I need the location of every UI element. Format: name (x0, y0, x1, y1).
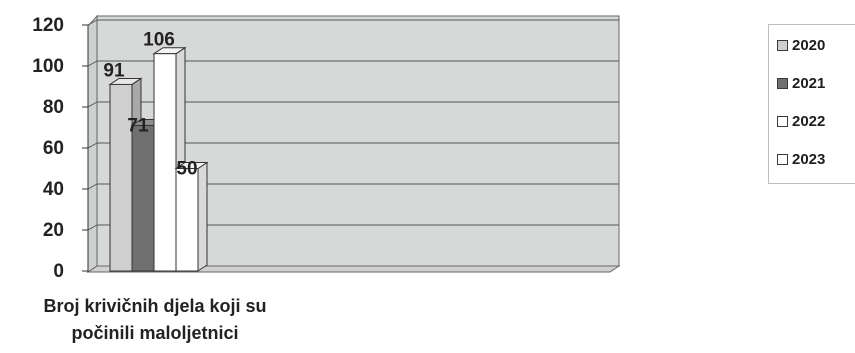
y-tick-label: 100 (32, 56, 64, 77)
data-label-2021: 71 (127, 115, 149, 136)
bar-2023 (175, 168, 199, 272)
legend-swatch-2022 (777, 116, 788, 127)
data-label-2022: 106 (143, 30, 175, 51)
bar-2021 (131, 124, 155, 272)
legend-label-2021: 2021 (792, 75, 826, 92)
bars (108, 46, 209, 272)
data-labels: 91 71 106 50 (103, 30, 197, 180)
legend-item-2022: 2022 (777, 113, 825, 130)
data-label-2020: 91 (103, 60, 125, 81)
legend-item-2020: 2020 (777, 37, 825, 54)
x-category-label: Broj krivičnih djela koji su počinili ma… (0, 293, 310, 347)
gridline-side (87, 183, 98, 190)
y-axis: 0 20 40 60 80 100 120 (32, 15, 89, 282)
data-label-2023: 50 (176, 159, 197, 180)
y-tick-label: 60 (43, 138, 64, 159)
y-tick-label: 80 (43, 97, 64, 118)
legend: 2020 2021 2022 2023 (768, 24, 855, 184)
legend-label-2022: 2022 (792, 113, 826, 130)
legend-item-2023: 2023 (777, 151, 825, 168)
y-tick-label: 120 (32, 15, 64, 36)
bar-2022 (153, 53, 177, 272)
gridline-side (87, 224, 98, 231)
legend-item-2021: 2021 (777, 75, 825, 92)
gridline-side (87, 60, 98, 67)
legend-label-2020: 2020 (792, 37, 826, 54)
gridline-side (87, 101, 98, 108)
legend-swatch-2023 (777, 154, 788, 165)
legend-label-2023: 2023 (792, 151, 826, 168)
bar-side-2023 (197, 161, 208, 272)
y-tick-label: 40 (43, 179, 64, 200)
x-category-line-2: počinili maloljetnici (71, 323, 239, 343)
y-tick-label: 20 (43, 220, 64, 241)
y-tick-label: 0 (53, 261, 64, 282)
chart-floor (86, 265, 621, 273)
legend-swatch-2020 (777, 40, 788, 51)
gridline-side (87, 19, 98, 26)
legend-swatch-2021 (777, 78, 788, 89)
gridline-side (87, 142, 98, 149)
bar-2020 (109, 83, 133, 272)
x-category-line-1: Broj krivičnih djela koji su (43, 296, 267, 316)
